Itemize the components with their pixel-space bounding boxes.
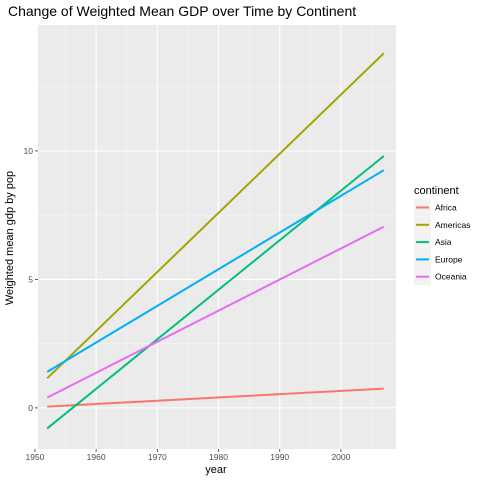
x-tick-label: 1950 bbox=[25, 452, 44, 462]
chart-title: Change of Weighted Mean GDP over Time by… bbox=[8, 3, 356, 19]
series-line-asia bbox=[46, 155, 385, 430]
x-tick-label: 1980 bbox=[209, 452, 228, 462]
series-line-europe bbox=[46, 169, 385, 373]
legend: continent Africa Americas Asia Europe Oceani… bbox=[414, 185, 470, 286]
grid-minor bbox=[38, 25, 396, 449]
y-tick-label: 10 bbox=[24, 146, 34, 156]
y-axis-ticks: 0 5 10 bbox=[24, 146, 38, 413]
x-tick-label: 1960 bbox=[87, 452, 106, 462]
legend-label-oceania: Oceania bbox=[435, 272, 467, 282]
grid-major bbox=[34, 25, 396, 449]
x-tick-label: 1970 bbox=[148, 452, 167, 462]
series-group bbox=[46, 52, 385, 430]
plot-panel bbox=[38, 25, 396, 449]
x-axis-ticks: 1950 1960 1970 1980 1990 2000 bbox=[25, 449, 351, 462]
y-tick-label: 0 bbox=[28, 403, 33, 413]
series-line-oceania bbox=[46, 225, 385, 399]
series-line-americas bbox=[46, 52, 385, 380]
series-line-africa bbox=[47, 387, 384, 408]
x-tick-label: 2000 bbox=[331, 452, 350, 462]
y-axis-title: Weighted mean gdp by pop bbox=[4, 171, 16, 305]
legend-label-europe: Europe bbox=[435, 254, 463, 264]
legend-label-americas: Americas bbox=[435, 220, 470, 230]
y-tick-label: 5 bbox=[28, 274, 33, 284]
x-tick-label: 1990 bbox=[270, 452, 289, 462]
legend-label-africa: Africa bbox=[435, 203, 457, 213]
legend-title: continent bbox=[414, 185, 459, 197]
x-axis-title: year bbox=[205, 464, 227, 476]
legend-label-asia: Asia bbox=[435, 237, 452, 247]
